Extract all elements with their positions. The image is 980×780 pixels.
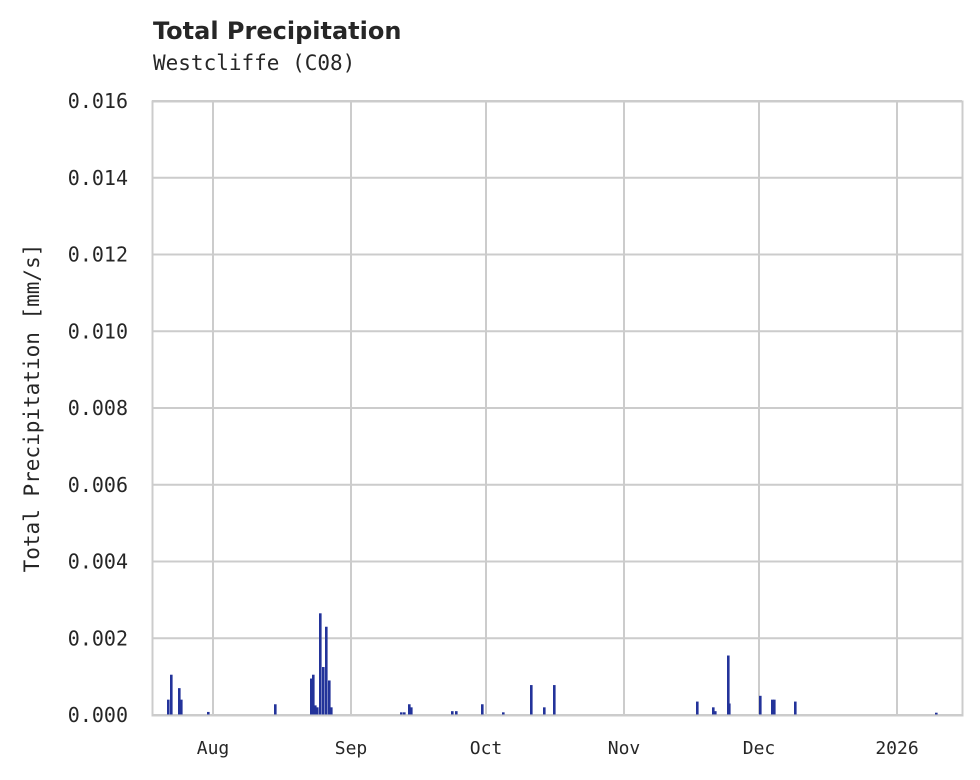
plot-frame xyxy=(151,100,964,717)
x-tick-label: Dec xyxy=(743,738,776,759)
precip-bar xyxy=(328,680,331,715)
precip-bar xyxy=(794,701,797,715)
precip-bar xyxy=(481,704,484,715)
precip-bar xyxy=(400,712,403,715)
x-axis-ticks: Aug Sep Oct Nov Dec 2026 xyxy=(197,738,919,759)
precip-bar xyxy=(455,711,458,715)
y-tick-label: 0.016 xyxy=(68,89,128,113)
precip-bar xyxy=(330,707,333,715)
x-tick-label: Aug xyxy=(197,738,230,759)
precip-bar xyxy=(502,712,505,715)
precipitation-bars xyxy=(167,613,938,715)
precip-bar xyxy=(759,695,762,715)
x-tick-label: 2026 xyxy=(875,738,918,759)
precip-bar xyxy=(274,704,277,715)
precip-bar xyxy=(714,711,717,715)
x-tick-label: Oct xyxy=(470,738,503,759)
precip-bar xyxy=(403,712,406,715)
precip-bar xyxy=(408,704,411,715)
chart-subtitle: Westcliffe (C08) xyxy=(153,51,356,75)
y-tick-label: 0.014 xyxy=(68,166,128,190)
chart-title: Total Precipitation xyxy=(153,17,402,45)
precip-bar xyxy=(553,685,556,715)
precip-bar xyxy=(322,667,325,715)
precip-bar xyxy=(773,699,776,715)
precip-bar xyxy=(728,703,731,715)
precip-bar xyxy=(319,613,322,715)
precip-bar xyxy=(712,707,715,715)
precip-bar xyxy=(167,699,170,715)
precip-bar xyxy=(178,688,181,715)
precip-bar xyxy=(530,685,533,715)
precip-bar xyxy=(451,711,454,715)
precip-bar xyxy=(312,674,315,715)
y-tick-label: 0.012 xyxy=(68,243,128,267)
precip-bar xyxy=(207,711,210,715)
precip-bar xyxy=(310,678,313,715)
precip-bar xyxy=(314,705,317,715)
precip-bar xyxy=(543,707,546,715)
x-tick-label: Sep xyxy=(335,738,368,759)
precip-bar xyxy=(935,712,938,715)
precip-bar xyxy=(316,707,319,715)
precip-bar xyxy=(325,626,328,715)
grid-lines xyxy=(152,100,962,716)
y-tick-label: 0.010 xyxy=(68,319,128,343)
y-tick-label: 0.008 xyxy=(68,396,128,420)
precip-bar xyxy=(771,699,774,715)
y-tick-label: 0.000 xyxy=(68,703,128,727)
precip-bar xyxy=(410,707,413,715)
y-tick-label: 0.006 xyxy=(68,473,128,497)
precip-bar xyxy=(170,674,173,715)
y-tick-label: 0.004 xyxy=(68,550,128,574)
x-tick-label: Nov xyxy=(608,738,641,759)
y-tick-label: 0.002 xyxy=(68,626,128,650)
precip-bar xyxy=(696,701,699,715)
precip-bar xyxy=(180,699,183,715)
y-axis-ticks: 0.000 0.002 0.004 0.006 0.008 0.010 0.012 0.014… xyxy=(68,89,128,727)
precip-bar xyxy=(727,655,730,715)
